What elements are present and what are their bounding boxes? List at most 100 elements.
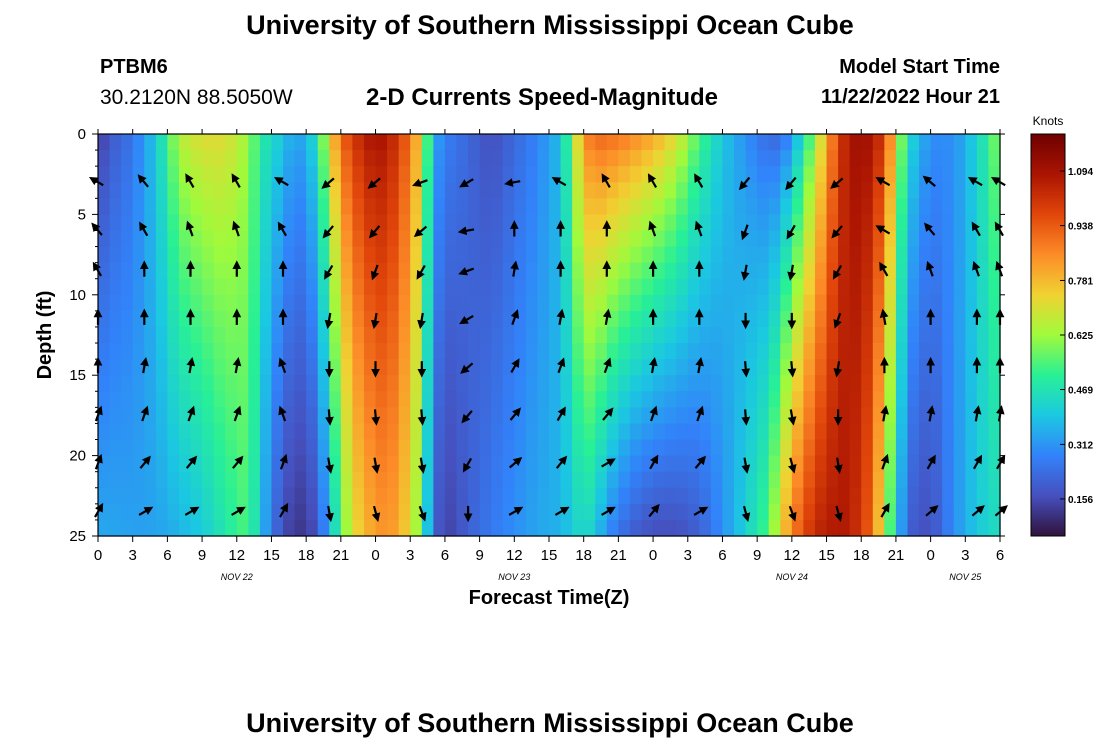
heatmap-cell bbox=[838, 471, 851, 489]
heatmap-cell bbox=[803, 246, 816, 264]
heatmap-cell bbox=[768, 134, 781, 151]
heatmap-cell bbox=[317, 246, 330, 264]
heatmap-cell bbox=[167, 278, 180, 296]
heatmap-cell bbox=[965, 503, 978, 521]
heatmap-cell bbox=[618, 391, 631, 408]
heatmap-cell bbox=[479, 343, 492, 360]
heatmap-cell bbox=[317, 150, 330, 167]
heatmap-cell bbox=[803, 503, 816, 521]
heatmap-cell bbox=[491, 407, 504, 425]
heatmap-cell bbox=[687, 487, 700, 505]
heatmap-cell bbox=[710, 375, 724, 392]
heatmap-cell bbox=[803, 326, 816, 344]
heatmap-cell bbox=[919, 503, 932, 521]
heatmap-cell bbox=[583, 294, 596, 312]
heatmap-cell bbox=[155, 166, 168, 183]
heatmap-cell bbox=[687, 471, 700, 489]
heatmap-cell bbox=[109, 423, 122, 441]
heatmap-cell bbox=[919, 407, 932, 425]
heatmap-cell bbox=[930, 439, 943, 457]
heatmap-cell bbox=[849, 294, 862, 312]
heatmap-cell bbox=[618, 166, 631, 183]
heatmap-cell bbox=[942, 230, 955, 248]
heatmap-cell bbox=[329, 343, 342, 360]
heatmap-cell bbox=[213, 294, 226, 312]
heatmap-cell bbox=[676, 246, 689, 264]
heatmap-cell bbox=[710, 503, 724, 521]
heatmap-cell bbox=[572, 503, 585, 521]
heatmap-cell bbox=[653, 230, 666, 248]
heatmap-cell bbox=[121, 423, 134, 441]
heatmap-cell bbox=[98, 310, 111, 328]
heatmap-cell bbox=[225, 294, 238, 312]
heatmap-cell bbox=[491, 359, 504, 376]
heatmap-cell bbox=[780, 423, 793, 441]
heatmap-cell bbox=[699, 294, 712, 312]
heatmap-cell bbox=[375, 278, 388, 296]
heatmap-cell bbox=[98, 519, 111, 537]
heatmap-cell bbox=[572, 310, 585, 328]
heatmap-cell bbox=[375, 407, 388, 425]
heatmap-cell bbox=[884, 246, 897, 264]
heatmap-cell bbox=[549, 487, 562, 505]
heatmap-cell bbox=[294, 503, 307, 521]
heatmap-cell bbox=[375, 150, 388, 167]
heatmap-cell bbox=[560, 214, 573, 232]
heatmap-cell bbox=[329, 455, 342, 473]
heatmap-cell bbox=[791, 198, 805, 215]
heatmap-cell bbox=[468, 439, 481, 457]
current-arrow bbox=[833, 361, 843, 378]
heatmap-cell bbox=[919, 294, 932, 312]
colorbar-tick-label: 0.469 bbox=[1068, 386, 1093, 397]
heatmap-cell bbox=[236, 166, 249, 183]
heatmap-cell bbox=[768, 230, 781, 248]
heatmap-cell bbox=[410, 423, 423, 441]
heatmap-cell bbox=[363, 310, 377, 328]
heatmap-cell bbox=[606, 166, 619, 183]
y-tick-label: 20 bbox=[69, 448, 86, 465]
heatmap-cell bbox=[699, 487, 712, 505]
heatmap-cell bbox=[861, 375, 874, 392]
heatmap-cell bbox=[283, 375, 296, 392]
heatmap-cell bbox=[803, 294, 816, 312]
heatmap-cell bbox=[884, 150, 897, 167]
heatmap-cell bbox=[537, 423, 550, 441]
heatmap-cell bbox=[352, 214, 365, 232]
heatmap-cell bbox=[178, 294, 192, 312]
heatmap-cell bbox=[757, 471, 770, 489]
heatmap-cell bbox=[965, 343, 978, 360]
heatmap-cell bbox=[421, 375, 434, 392]
heatmap-cell bbox=[283, 262, 296, 280]
heatmap-cell bbox=[283, 150, 296, 167]
heatmap-cell bbox=[317, 487, 330, 505]
heatmap-cell bbox=[849, 326, 862, 344]
current-arrow bbox=[458, 267, 475, 276]
heatmap-cell bbox=[456, 503, 469, 521]
heatmap-cell bbox=[213, 423, 226, 441]
heatmap-cell bbox=[167, 519, 180, 537]
heatmap-cell bbox=[491, 519, 504, 537]
current-arrow bbox=[371, 505, 381, 522]
heatmap-cell bbox=[861, 294, 874, 312]
heatmap-cell bbox=[884, 262, 897, 280]
heatmap-cell bbox=[317, 471, 330, 489]
heatmap-cell bbox=[560, 182, 573, 199]
heatmap-cell bbox=[560, 375, 573, 392]
heatmap-cell bbox=[121, 150, 134, 167]
heatmap-cell bbox=[468, 262, 481, 280]
heatmap-cell bbox=[849, 166, 862, 183]
heatmap-cell bbox=[259, 503, 273, 521]
heatmap-cell bbox=[363, 519, 377, 537]
heatmap-cell bbox=[514, 519, 527, 537]
heatmap-cell bbox=[734, 278, 747, 296]
heatmap-cell bbox=[294, 326, 307, 344]
heatmap-cell bbox=[329, 262, 342, 280]
heatmap-cell bbox=[745, 487, 758, 505]
heatmap-cell bbox=[549, 503, 562, 521]
heatmap-cell bbox=[976, 150, 990, 167]
heatmap-cell bbox=[155, 214, 168, 232]
heatmap-cell bbox=[919, 471, 932, 489]
current-arrow bbox=[834, 457, 843, 474]
heatmap-cell bbox=[248, 246, 261, 264]
heatmap-cell bbox=[942, 439, 955, 457]
